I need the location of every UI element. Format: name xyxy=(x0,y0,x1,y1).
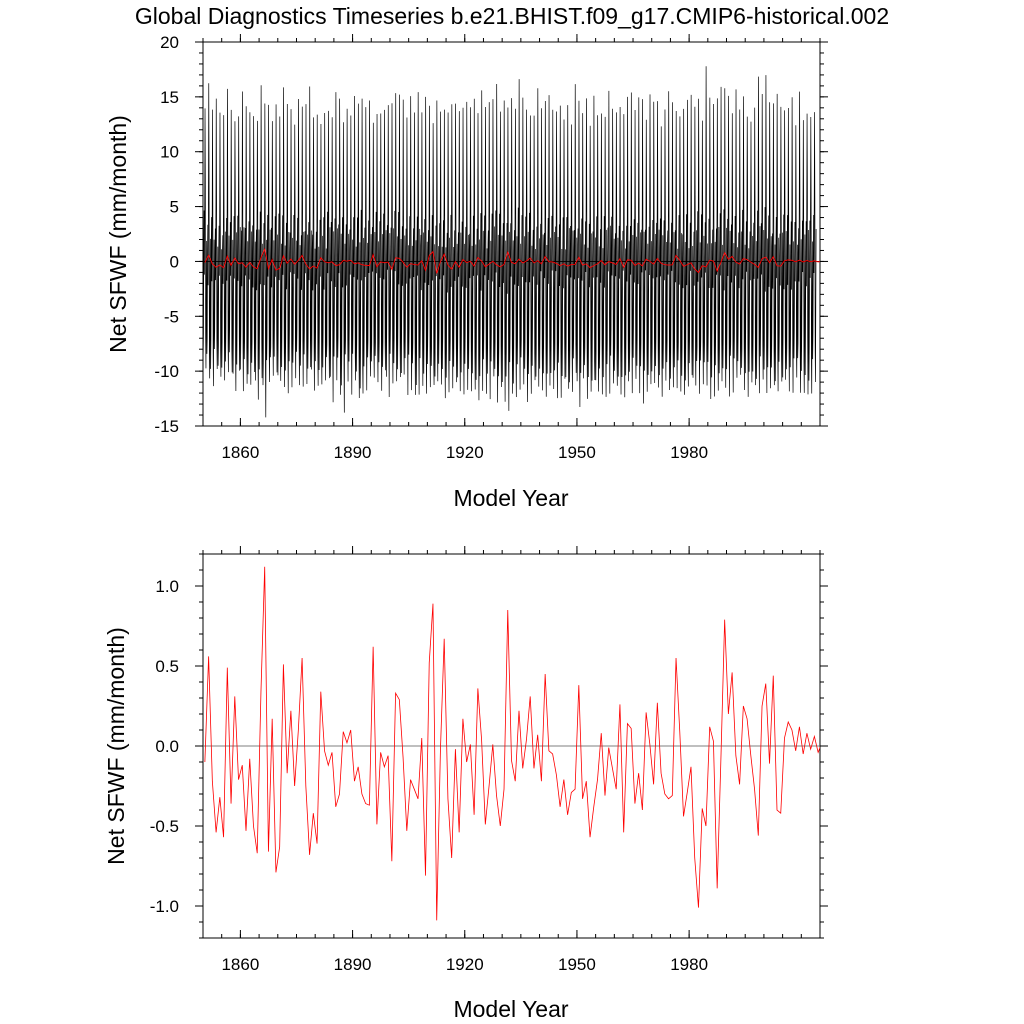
top-y-axis-label: Net SFWF (mm/month) xyxy=(105,115,131,353)
bottom-ytick-label: 1.0 xyxy=(155,577,179,596)
bottom-xtick-label: 1890 xyxy=(334,955,372,974)
top-chart-panel: 1860 1890 1920 1950 1980 -15 -10 -5 0 5 10 15 20 Mo… xyxy=(105,33,828,511)
top-ytick-label: -5 xyxy=(164,307,179,326)
bottom-xtick-label: 1920 xyxy=(446,955,484,974)
top-x-axis-label: Model Year xyxy=(453,485,568,511)
top-annual-series-line xyxy=(204,247,820,274)
top-ytick-label: 5 xyxy=(170,198,179,217)
figure-title: Global Diagnostics Timeseries b.e21.BHIS… xyxy=(135,3,889,29)
bottom-plot-area xyxy=(195,546,828,939)
bottom-x-tick-labels: 1860 1890 1920 1950 1980 xyxy=(221,955,708,974)
top-xtick-label: 1890 xyxy=(334,443,372,462)
bottom-xtick-label: 1980 xyxy=(670,955,708,974)
bottom-y-tick-labels: -1.0 -0.5 0.0 0.5 1.0 xyxy=(150,577,179,916)
top-ytick-label: 20 xyxy=(160,33,179,52)
top-frame xyxy=(202,41,821,427)
top-xtick-label: 1920 xyxy=(446,443,484,462)
top-ytick-label: 15 xyxy=(160,88,179,107)
top-ytick-label: -10 xyxy=(154,362,179,381)
top-xtick-label: 1860 xyxy=(221,443,259,462)
top-ytick-label: -15 xyxy=(154,417,179,436)
bottom-ytick-label: -1.0 xyxy=(150,897,179,916)
bottom-xtick-label: 1950 xyxy=(558,955,596,974)
top-y-tick-labels: -15 -10 -5 0 5 10 15 20 xyxy=(154,33,179,436)
bottom-ytick-label: -0.5 xyxy=(150,817,179,836)
bottom-xtick-label: 1860 xyxy=(221,955,259,974)
top-ytick-label: 0 xyxy=(170,252,179,271)
bottom-x-axis-label: Model Year xyxy=(453,996,568,1022)
top-xtick-label: 1980 xyxy=(670,443,708,462)
top-monthly-series-line xyxy=(203,66,817,418)
top-xtick-label: 1950 xyxy=(558,443,596,462)
top-x-tick-labels: 1860 1890 1920 1950 1980 xyxy=(221,443,708,462)
top-plot-area xyxy=(195,34,828,427)
bottom-annual-series-line xyxy=(204,566,820,921)
bottom-y-axis-label: Net SFWF (mm/month) xyxy=(103,627,129,865)
top-ytick-label: 10 xyxy=(160,143,179,162)
bottom-ytick-label: 0.5 xyxy=(155,657,179,676)
bottom-chart-panel: 1860 1890 1920 1950 1980 -1.0 -0.5 0.0 0.5 1.0 M… xyxy=(103,546,828,1022)
bottom-ytick-label: 0.0 xyxy=(155,737,179,756)
